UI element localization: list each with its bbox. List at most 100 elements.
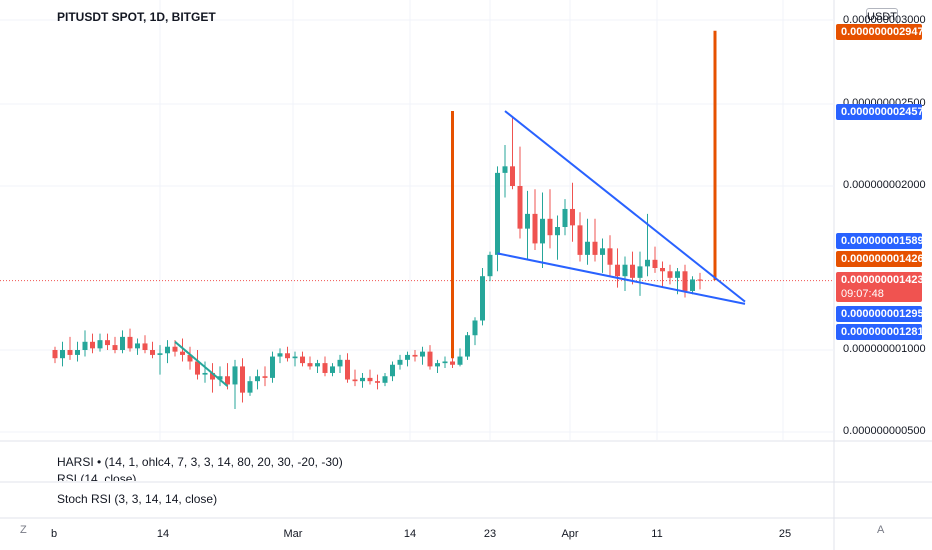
candle [622,256,628,291]
candle [397,354,403,370]
candle [255,369,260,390]
candle-body [247,381,253,393]
harsi-indicator-legend[interactable]: HARSI • (14, 1, ohlc4, 7, 3, 3, 14, 80, … [57,455,343,469]
candle-body [75,350,80,355]
candle-body [585,241,590,255]
candle-body [630,264,635,278]
candle [142,335,148,354]
candle-body [165,346,170,354]
candle-body [127,336,133,349]
time-axis-label: 14 [403,528,417,540]
time-axis-label: 25 [778,528,792,540]
candle [577,212,583,262]
candle-body [450,361,455,365]
candle [555,215,560,260]
candle-body [262,376,268,378]
candle-body [502,166,508,173]
candle-body [217,376,223,380]
candle [285,346,290,362]
candle [502,145,508,198]
candle [390,361,395,382]
candle-body [180,351,185,355]
trend-line[interactable] [504,110,746,303]
candle-body [97,340,103,349]
candle-body [600,248,605,255]
candle-body [645,259,650,267]
candle [180,338,185,362]
grid [0,0,834,440]
price-tag-value: 0.000000001589 [841,235,924,247]
candle-body [187,354,193,362]
price-tag-value: 0.000000001426 [841,253,924,265]
price-tag: 0.000000001281 [836,324,924,340]
candle-body [67,350,73,355]
time-axis-label: Apr [561,528,579,540]
candle [510,117,515,190]
candle [412,350,418,362]
candle-body [375,381,380,383]
candle [442,356,448,369]
candle-body [345,359,350,380]
candle [232,359,238,410]
candle-body [52,350,58,359]
candle [585,218,590,265]
time-axis-label: 14 [156,528,170,540]
candles [52,117,703,410]
candle-body [112,345,118,350]
rsi-indicator-legend[interactable]: RSI (14, close) [57,472,137,481]
candle [262,366,268,387]
candle [307,356,313,370]
chart-title: PITUSDT SPOT, 1D, BITGET [57,10,216,24]
candle-body [270,356,275,378]
candle [300,351,305,367]
candle-body [142,343,148,350]
candle-body [472,320,478,336]
candle [330,363,335,377]
candle-body [210,372,215,380]
candle-body [622,264,628,277]
candle [562,199,568,236]
candle [67,336,73,360]
candle-body [292,356,298,359]
candle [480,268,485,326]
candle-body [615,264,620,277]
candle [112,336,118,354]
candle-body [690,279,695,291]
candle-body [120,336,125,350]
candle-body [285,353,290,359]
candle [360,372,365,388]
candle-body [532,213,538,244]
candle-body [135,343,140,349]
candle-body [322,363,328,373]
candle-body [577,225,583,255]
stoch-rsi-indicator-legend[interactable]: Stoch RSI (3, 3, 14, 14, close) [57,492,218,506]
candle-body [675,271,680,278]
candle-body [637,266,643,278]
trend-line[interactable] [497,252,746,305]
time-axis-label: 23 [483,528,497,540]
candle [127,328,133,352]
candle-body [480,276,485,321]
candle [375,374,380,390]
candle [135,338,140,355]
zoom-button[interactable]: Z [20,524,27,536]
price-axis-label: 0.000000000500 [843,425,926,437]
candle-body [682,271,688,291]
price-tag-value: 0.000000002457 [841,106,924,118]
candle [292,351,298,367]
auto-scale-button[interactable]: A [877,524,885,536]
candle [315,359,320,373]
candle [457,348,463,367]
candle [157,345,163,375]
candle [97,333,103,352]
candle [690,276,695,295]
candle-body [157,353,163,355]
candle [652,246,658,273]
trend-line[interactable] [174,341,229,387]
candle [322,356,328,377]
time-axis-label: 11 [651,528,663,540]
candle-body [517,186,523,229]
candle-body [457,356,463,365]
price-tag: 0.000000001423 09:07:48 [836,272,924,302]
